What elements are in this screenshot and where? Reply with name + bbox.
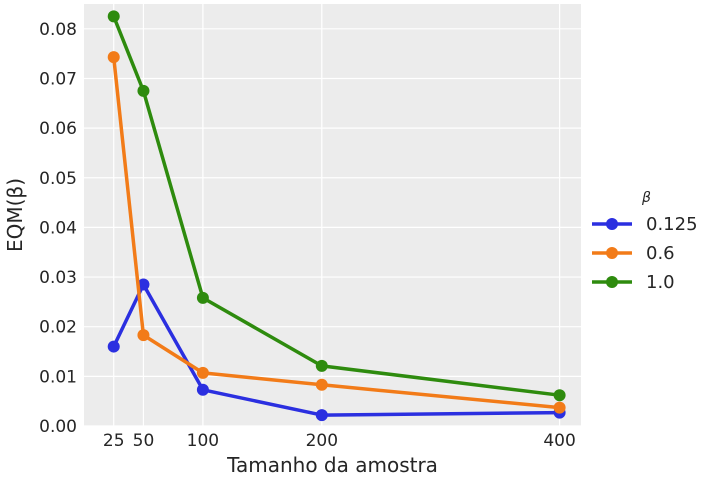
x-tick-label: 100 [187, 431, 219, 451]
legend-entry: 0.6 [646, 243, 675, 264]
data-point [137, 278, 150, 291]
series-0.6 [107, 51, 566, 414]
x-tick-label: 50 [133, 431, 155, 451]
data-point [196, 366, 209, 379]
data-point [553, 389, 566, 402]
data-point [107, 340, 120, 353]
data-point [315, 409, 328, 422]
series-1.0 [107, 10, 566, 402]
x-tick-label: 200 [306, 431, 338, 451]
legend-entry: 0.125 [646, 214, 698, 235]
y-tick-label: 0.05 [39, 169, 77, 189]
data-point [553, 401, 566, 414]
data-point [196, 291, 209, 304]
legend-marker [606, 276, 618, 288]
y-tick-label: 0.03 [39, 268, 77, 288]
y-tick-label: 0.00 [39, 417, 77, 437]
legend-title: β [641, 190, 651, 206]
data-point [107, 10, 120, 23]
legend-marker [606, 218, 618, 230]
x-tick-label: 400 [543, 431, 575, 451]
data-point [315, 378, 328, 391]
legend-entry: 1.0 [646, 272, 675, 293]
y-tick-label: 0.06 [39, 119, 77, 139]
x-axis-ticks: 25 50 100 200 400 [103, 431, 576, 451]
y-tick-label: 0.02 [39, 318, 77, 338]
y-tick-label: 0.07 [39, 69, 77, 89]
data-point [196, 383, 209, 396]
legend: β 0.125 0.6 1.0 [592, 190, 698, 293]
y-tick-label: 0.01 [39, 367, 77, 387]
data-point [107, 51, 120, 64]
plot-area [84, 4, 581, 426]
y-axis-label: EQM(β) [3, 178, 27, 252]
data-point [315, 359, 328, 372]
data-point [137, 329, 150, 342]
x-tick-label: 25 [103, 431, 125, 451]
data-point [137, 84, 150, 97]
legend-marker [606, 247, 618, 259]
series-layer [107, 10, 566, 422]
y-tick-label: 0.08 [39, 20, 77, 40]
y-axis-ticks: 0.00 0.01 0.02 0.03 0.04 0.05 0.06 0.07 0.08 [39, 20, 77, 437]
x-axis-label: Tamanho da amostra [226, 453, 438, 477]
y-tick-label: 0.04 [39, 218, 77, 238]
